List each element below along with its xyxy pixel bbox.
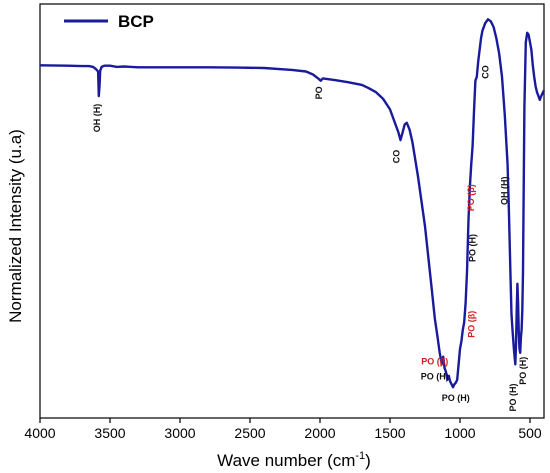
x-axis-ticks: 4000 3500 3000 2500 2000 1500 1000 500 xyxy=(24,418,542,441)
peak-annotation: PO (H) xyxy=(518,357,528,385)
x-tick-label: 1000 xyxy=(444,425,475,441)
y-axis-title: Normalized Intensity (u.a) xyxy=(6,129,25,323)
peak-annotation: PO (β) xyxy=(466,184,476,211)
x-axis-title: Wave number (cm-1) xyxy=(217,450,371,470)
peak-annotation: PO (H) xyxy=(421,372,449,382)
peak-annotation: PO (H) xyxy=(467,234,477,262)
legend: BCP xyxy=(64,12,154,31)
peak-annotation: PO (H) xyxy=(442,393,470,403)
x-axis-title-main: Wave number (cm xyxy=(217,451,355,470)
x-axis-title-superscript: -1 xyxy=(355,450,365,462)
peak-annotation: PO (β) xyxy=(421,356,448,366)
peak-annotation: PO (β) xyxy=(467,311,477,338)
x-tick-label: 3500 xyxy=(94,425,125,441)
peak-annotation: CO xyxy=(392,150,402,164)
x-axis-title-close: ) xyxy=(365,451,371,470)
legend-label-bcp: BCP xyxy=(118,12,154,31)
x-tick-label: 2000 xyxy=(304,425,335,441)
peak-annotation: PO (H) xyxy=(508,383,518,411)
annotations: OH (H) PO CO CO PO (β) PO (H) OH (H) PO (β) PO (… xyxy=(92,65,528,411)
plot-frame xyxy=(39,3,545,419)
peak-annotation: OH (H) xyxy=(500,177,510,206)
peak-annotation: PO xyxy=(314,86,324,99)
x-tick-label: 500 xyxy=(518,425,542,441)
peak-annotation: OH (H) xyxy=(92,104,102,133)
x-tick-label: 1500 xyxy=(374,425,405,441)
plot-area xyxy=(39,3,546,419)
series-line-bcp xyxy=(39,18,546,389)
x-tick-label: 2500 xyxy=(234,425,265,441)
x-tick-label: 4000 xyxy=(24,425,55,441)
x-tick-label: 3000 xyxy=(164,425,195,441)
peak-annotation: CO xyxy=(481,65,491,79)
